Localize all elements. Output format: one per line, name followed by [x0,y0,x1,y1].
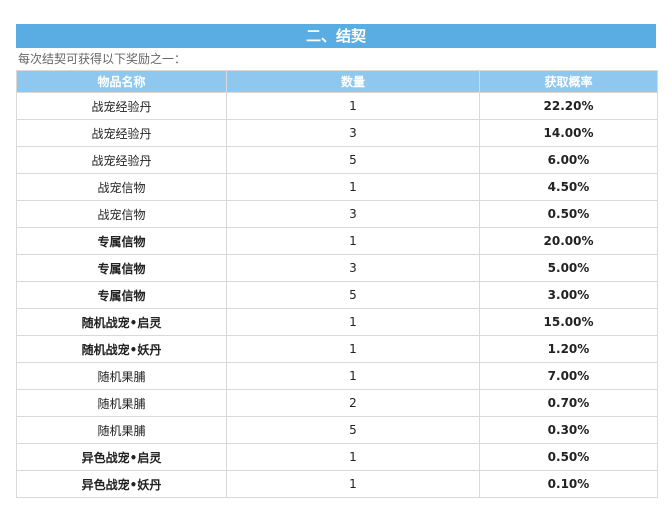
quantity: 1 [226,173,480,201]
table-row: 专属信物 3 5.00% [16,254,658,282]
header-row: 物品名称 数量 获取概率 [16,70,658,93]
probability: 14.00% [479,119,658,147]
item-name: 异色战宠•妖丹 [16,470,227,498]
probability: 0.70% [479,389,658,417]
item-name: 随机果脯 [16,362,227,390]
probability: 7.00% [479,362,658,390]
quantity: 5 [226,146,480,174]
table-row: 随机战宠•妖丹 1 1.20% [16,335,658,363]
quantity: 1 [226,443,480,471]
item-name: 战宠经验丹 [16,92,227,120]
quantity: 1 [226,362,480,390]
quantity: 5 [226,281,480,309]
item-name: 战宠信物 [16,200,227,228]
column-header: 数量 [226,70,480,93]
probability: 0.50% [479,200,658,228]
section-title: 二、结契 [16,24,656,48]
quantity: 3 [226,200,480,228]
probability: 3.00% [479,281,658,309]
column-header: 物品名称 [16,70,227,93]
quantity: 1 [226,227,480,255]
item-name: 专属信物 [16,281,227,309]
table-row: 战宠经验丹 3 14.00% [16,119,658,147]
quantity: 5 [226,416,480,444]
probability: 0.50% [479,443,658,471]
table-row: 战宠信物 1 4.50% [16,173,658,201]
probability: 5.00% [479,254,658,282]
item-name: 战宠经验丹 [16,119,227,147]
quantity: 3 [226,119,480,147]
probability: 0.10% [479,470,658,498]
item-name: 专属信物 [16,227,227,255]
item-name: 随机战宠•妖丹 [16,335,227,363]
table-row: 战宠经验丹 1 22.20% [16,92,658,120]
table-row: 专属信物 5 3.00% [16,281,658,309]
probability: 6.00% [479,146,658,174]
quantity: 1 [226,92,480,120]
table-row: 异色战宠•妖丹 1 0.10% [16,470,658,498]
item-name: 随机果脯 [16,416,227,444]
quantity: 2 [226,389,480,417]
probability: 15.00% [479,308,658,336]
table-row: 专属信物 1 20.00% [16,227,658,255]
quantity: 1 [226,470,480,498]
quantity: 3 [226,254,480,282]
table-row: 战宠经验丹 5 6.00% [16,146,658,174]
item-name: 异色战宠•启灵 [16,443,227,471]
table-row: 战宠信物 3 0.50% [16,200,658,228]
reward-table: 物品名称 数量 获取概率 战宠经验丹 1 22.20% 战宠经验丹 3 14.00% 战宠经验丹… [16,70,658,498]
subtitle: 每次结契可获得以下奖励之一： [18,52,187,66]
quantity: 1 [226,308,480,336]
probability: 1.20% [479,335,658,363]
item-name: 专属信物 [16,254,227,282]
table-body: 战宠经验丹 1 22.20% 战宠经验丹 3 14.00% 战宠经验丹 5 6.00% 战宠信物 1… [16,92,658,498]
table-row: 随机果脯 1 7.00% [16,362,658,390]
probability: 22.20% [479,92,658,120]
column-header: 获取概率 [479,70,658,93]
probability: 20.00% [479,227,658,255]
table-row: 异色战宠•启灵 1 0.50% [16,443,658,471]
item-name: 战宠信物 [16,173,227,201]
item-name: 随机果脯 [16,389,227,417]
item-name: 战宠经验丹 [16,146,227,174]
probability: 4.50% [479,173,658,201]
item-name: 随机战宠•启灵 [16,308,227,336]
quantity: 1 [226,335,480,363]
table-row: 随机战宠•启灵 1 15.00% [16,308,658,336]
probability: 0.30% [479,416,658,444]
table-row: 随机果脯 5 0.30% [16,416,658,444]
table-row: 随机果脯 2 0.70% [16,389,658,417]
